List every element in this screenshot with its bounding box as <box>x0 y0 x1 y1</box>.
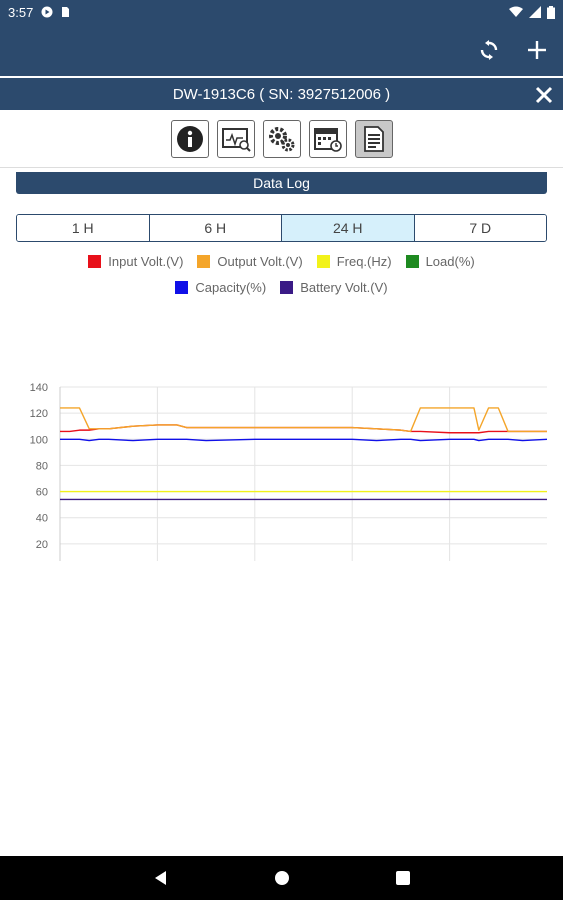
range-tab-24h[interactable]: 24 H <box>282 215 415 241</box>
settings-icon <box>268 126 294 151</box>
y-tick-label: 80 <box>36 460 48 472</box>
legend-swatch <box>197 254 211 268</box>
add-button[interactable] <box>523 36 551 64</box>
section-title: Data Log <box>16 172 547 194</box>
wifi-icon <box>509 6 523 17</box>
status-bar: 3:57 <box>0 0 563 24</box>
navigation-bar <box>0 856 563 900</box>
add-icon <box>528 41 546 59</box>
refresh-icon <box>480 40 498 60</box>
legend-label: Battery Volt.(V) <box>300 279 388 295</box>
signal-icon <box>529 6 541 18</box>
y-tick-label: 120 <box>30 408 48 420</box>
y-tick-label: 140 <box>30 382 48 394</box>
legend-label: Capacity(%) <box>195 279 267 295</box>
legend-row: Capacity(%) Battery Volt.(V) <box>0 274 563 300</box>
close-icon <box>535 86 553 104</box>
status-time: 3:57 <box>8 4 34 20</box>
legend-label: Load(%) <box>425 253 475 269</box>
data-log-button[interactable] <box>354 119 393 158</box>
play-protect-icon <box>41 6 53 18</box>
battery-icon <box>547 5 555 19</box>
info-icon <box>176 125 203 152</box>
series-line <box>60 407 547 433</box>
y-tick-label: 40 <box>36 513 48 525</box>
close-button[interactable] <box>531 82 557 108</box>
schedule-icon <box>313 127 342 152</box>
info-button[interactable] <box>170 119 209 158</box>
range-tab-1h[interactable]: 1 H <box>17 215 150 241</box>
legend-swatch <box>175 280 189 294</box>
data-log-icon <box>363 125 384 152</box>
chart-legend: Input Volt.(V) Output Volt.(V) Freq.(Hz)… <box>0 248 563 300</box>
legend-item[interactable]: Output Volt.(V) <box>197 253 303 269</box>
sim-card-icon <box>62 7 70 17</box>
y-tick-label: 60 <box>36 487 48 499</box>
schedule-button[interactable] <box>308 119 347 158</box>
refresh-button[interactable] <box>475 36 503 64</box>
device-dialog: DW-1913C6 ( SN: 3927512006 ) <box>0 76 563 856</box>
back-icon[interactable] <box>153 870 169 886</box>
monitor-button[interactable] <box>216 119 255 158</box>
legend-item[interactable]: Load(%) <box>405 253 475 269</box>
legend-row: Input Volt.(V) Output Volt.(V) Freq.(Hz)… <box>0 248 563 274</box>
y-tick-label: 100 <box>30 434 48 446</box>
time-range-tabs: 1 H 6 H 24 H 7 D <box>16 214 547 242</box>
home-icon[interactable] <box>274 870 290 886</box>
legend-item[interactable]: Input Volt.(V) <box>88 254 183 269</box>
app-bar <box>0 24 563 76</box>
legend-swatch <box>316 254 330 268</box>
dialog-toolbar <box>0 110 563 168</box>
legend-label: Freq.(Hz) <box>336 253 392 269</box>
legend-item[interactable]: Freq.(Hz) <box>316 253 392 269</box>
dialog-header: DW-1913C6 ( SN: 3927512006 ) <box>0 76 563 110</box>
recents-icon[interactable] <box>396 871 411 885</box>
monitor-icon <box>221 127 251 152</box>
legend-swatch <box>405 254 419 268</box>
settings-button[interactable] <box>262 119 301 158</box>
range-tab-6h[interactable]: 6 H <box>149 215 282 241</box>
status-right-icons <box>509 5 555 19</box>
legend-swatch <box>88 254 102 268</box>
y-tick-label: 20 <box>36 539 48 551</box>
legend-item[interactable]: Battery Volt.(V) <box>280 279 388 295</box>
dialog-title: DW-1913C6 ( SN: 3927512006 ) <box>172 85 391 103</box>
legend-swatch <box>280 280 294 294</box>
range-tab-7d[interactable]: 7 D <box>414 215 546 241</box>
legend-label: Input Volt.(V) <box>108 253 184 269</box>
legend-item[interactable]: Capacity(%) <box>175 280 266 295</box>
series-line <box>60 438 548 442</box>
data-log-chart: 0204060801001201402021-08-1716:002021-08… <box>30 382 548 561</box>
legend-label: Output Volt.(V) <box>217 253 303 269</box>
